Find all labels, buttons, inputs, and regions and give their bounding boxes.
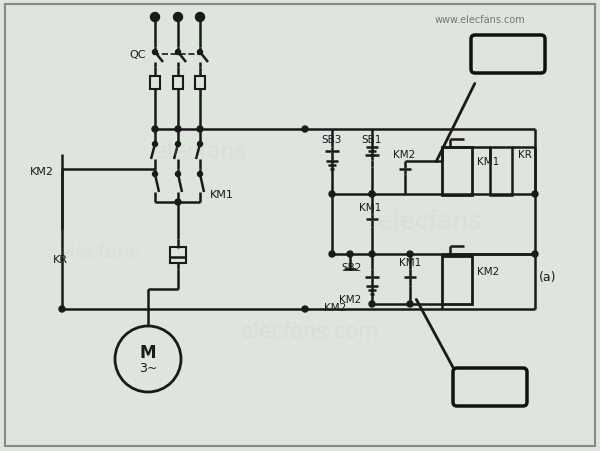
Circle shape: [369, 252, 375, 258]
Circle shape: [176, 51, 181, 55]
Circle shape: [329, 192, 335, 198]
Text: KR: KR: [518, 150, 532, 160]
Circle shape: [176, 172, 181, 177]
Text: KM2: KM2: [339, 295, 361, 304]
Circle shape: [407, 301, 413, 307]
Circle shape: [197, 51, 203, 55]
Circle shape: [532, 192, 538, 198]
Text: SB3: SB3: [322, 135, 342, 145]
Bar: [442, 257, 472, 304]
Circle shape: [152, 127, 158, 133]
Bar: [442, 147, 472, 196]
Text: KM1: KM1: [477, 156, 499, 166]
Circle shape: [151, 14, 160, 23]
Circle shape: [196, 14, 205, 23]
Text: QC: QC: [130, 50, 146, 60]
Text: KM1: KM1: [484, 43, 532, 62]
Circle shape: [532, 252, 538, 258]
Text: KM1: KM1: [399, 258, 421, 267]
Circle shape: [176, 142, 181, 147]
Text: KR: KR: [53, 254, 68, 264]
Bar: [150, 77, 160, 90]
Text: www.elecfans.com: www.elecfans.com: [434, 15, 526, 25]
Circle shape: [152, 51, 158, 55]
Bar: [170, 248, 186, 263]
Bar: [195, 77, 205, 90]
Circle shape: [369, 192, 375, 198]
Circle shape: [407, 252, 413, 258]
Circle shape: [347, 252, 353, 258]
Circle shape: [173, 14, 182, 23]
Circle shape: [175, 199, 181, 206]
Text: KM1: KM1: [210, 189, 234, 199]
FancyBboxPatch shape: [471, 36, 545, 74]
Text: SB2: SB2: [342, 262, 362, 272]
Text: elecfans.com: elecfans.com: [241, 321, 379, 341]
Text: elecfans: elecfans: [59, 242, 141, 261]
Text: elecfans: elecfans: [154, 142, 247, 161]
Text: SB1: SB1: [362, 135, 382, 145]
Circle shape: [369, 301, 375, 307]
FancyBboxPatch shape: [453, 368, 527, 406]
Bar: [490, 147, 512, 196]
Text: KM2: KM2: [466, 376, 514, 395]
Text: (a): (a): [539, 271, 557, 284]
Circle shape: [152, 142, 158, 147]
Circle shape: [369, 192, 375, 198]
Circle shape: [197, 127, 203, 133]
Circle shape: [59, 306, 65, 312]
Circle shape: [302, 306, 308, 312]
Circle shape: [175, 127, 181, 133]
Circle shape: [197, 142, 203, 147]
Circle shape: [152, 172, 158, 177]
Text: KM2: KM2: [324, 302, 346, 312]
Text: elecfans: elecfans: [377, 210, 482, 234]
Bar: [173, 77, 183, 90]
Text: M: M: [140, 343, 156, 361]
Text: KM2: KM2: [477, 267, 499, 276]
Circle shape: [329, 252, 335, 258]
Text: KM2: KM2: [393, 150, 415, 160]
Circle shape: [302, 127, 308, 133]
Text: 3~: 3~: [139, 362, 157, 375]
Text: KM2: KM2: [30, 166, 54, 177]
Circle shape: [197, 172, 203, 177]
Text: KM1: KM1: [359, 202, 381, 212]
